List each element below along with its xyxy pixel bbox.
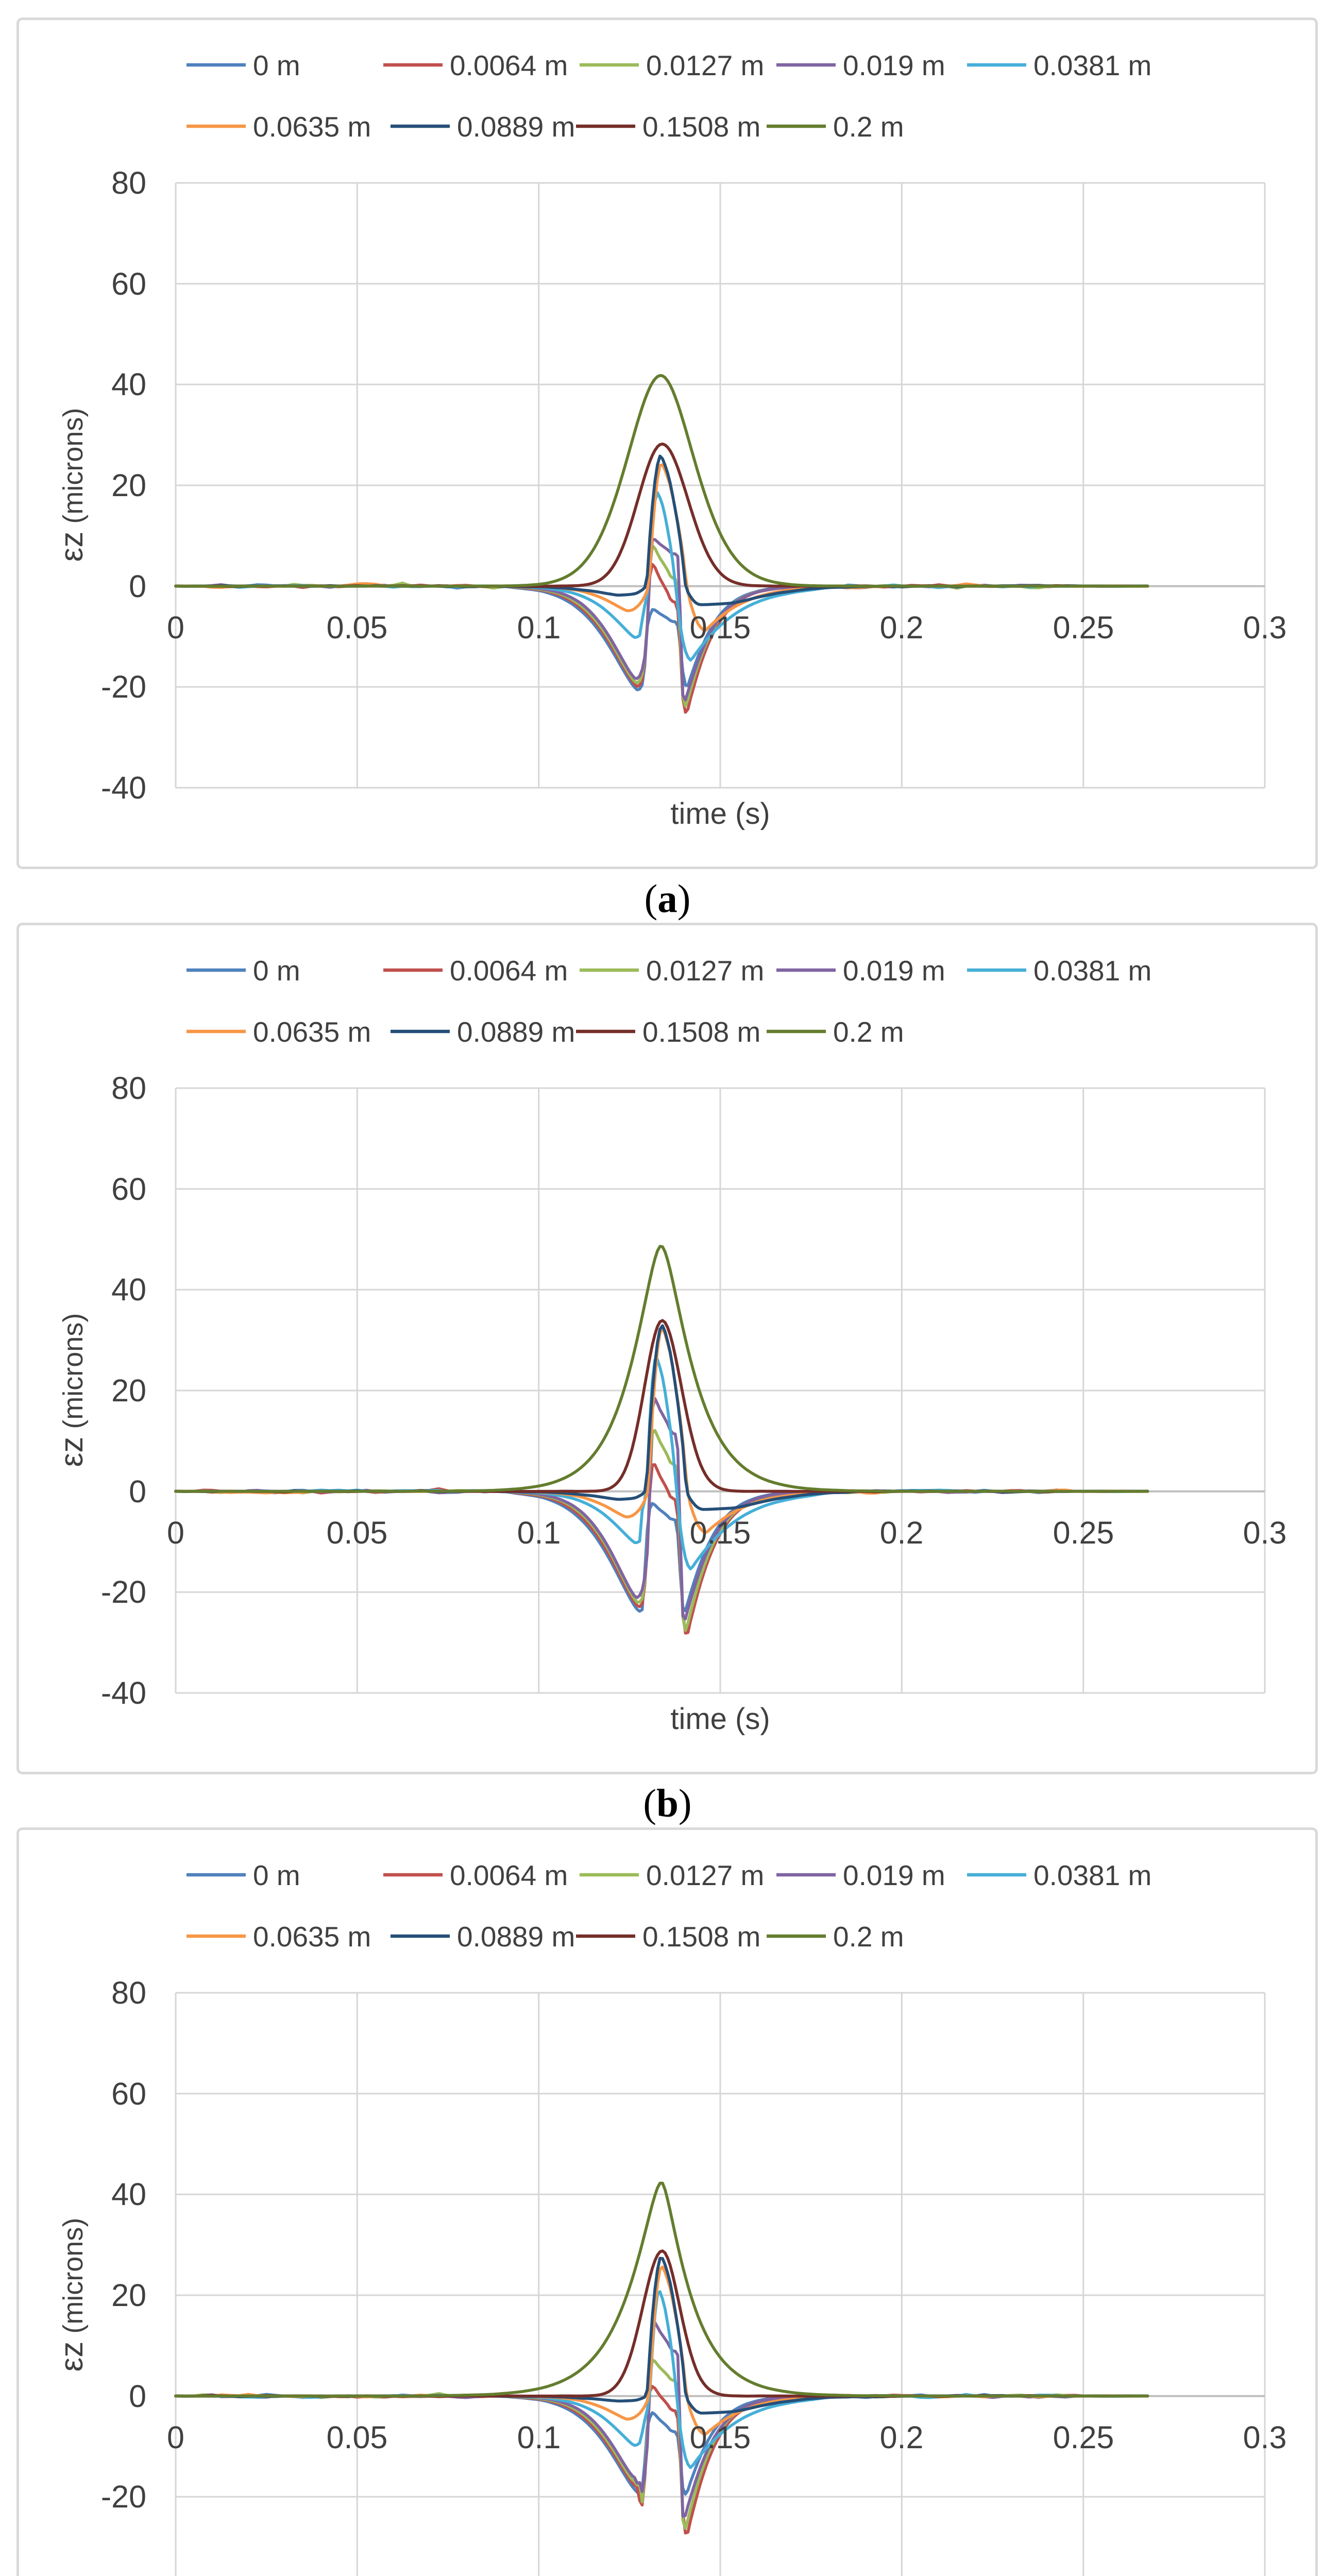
svg-text:80: 80 (111, 165, 146, 200)
svg-text:0 m: 0 m (253, 49, 300, 81)
svg-text:0: 0 (129, 569, 146, 604)
svg-text:-40: -40 (101, 1675, 146, 1710)
svg-text:40: 40 (111, 2177, 146, 2212)
svg-text:60: 60 (111, 1172, 146, 1207)
svg-text:0.1: 0.1 (517, 610, 561, 645)
svg-text:0: 0 (167, 2420, 184, 2455)
svg-text:0 m: 0 m (253, 955, 300, 987)
svg-text:0.2 m: 0.2 m (833, 1016, 904, 1048)
svg-text:0.0127 m: 0.0127 m (646, 955, 764, 987)
svg-text:0.1508 m: 0.1508 m (642, 1921, 760, 1953)
svg-text:0: 0 (129, 2379, 146, 2414)
svg-text:60: 60 (111, 266, 146, 301)
svg-text:0.1: 0.1 (517, 1515, 561, 1550)
svg-text:80: 80 (111, 1975, 146, 2010)
svg-text:40: 40 (111, 367, 146, 402)
svg-text:0.0127 m: 0.0127 m (646, 49, 764, 81)
svg-text:time (s): time (s) (670, 797, 770, 831)
svg-text:0.0889 m: 0.0889 m (457, 1921, 575, 1953)
svg-text:0.019 m: 0.019 m (843, 955, 945, 987)
svg-text:0.0064 m: 0.0064 m (450, 49, 568, 81)
svg-text:0: 0 (167, 1515, 184, 1550)
svg-text:0.019 m: 0.019 m (843, 1859, 945, 1891)
svg-text:60: 60 (111, 2076, 146, 2111)
svg-text:0.0127 m: 0.0127 m (646, 1859, 764, 1891)
svg-text:80: 80 (111, 1071, 146, 1106)
svg-text:0.0889 m: 0.0889 m (457, 111, 575, 143)
svg-text:εz (microns): εz (microns) (54, 1313, 90, 1467)
svg-text:0.2 m: 0.2 m (833, 1921, 904, 1953)
svg-text:0.2 m: 0.2 m (833, 111, 904, 143)
svg-text:20: 20 (111, 468, 146, 503)
svg-text:0.25: 0.25 (1053, 610, 1114, 645)
svg-text:εz (microns): εz (microns) (54, 2218, 90, 2372)
svg-text:0.3: 0.3 (1243, 1515, 1287, 1550)
svg-text:0 m: 0 m (253, 1859, 300, 1891)
svg-text:0.0635 m: 0.0635 m (253, 1016, 371, 1048)
svg-text:0.15: 0.15 (690, 2420, 751, 2455)
svg-text:0.0064 m: 0.0064 m (450, 1859, 568, 1891)
svg-text:0.0064 m: 0.0064 m (450, 955, 568, 987)
svg-text:0.05: 0.05 (327, 1515, 388, 1550)
svg-text:0.0381 m: 0.0381 m (1033, 955, 1151, 987)
svg-text:40: 40 (111, 1272, 146, 1307)
svg-text:0.05: 0.05 (327, 610, 388, 645)
svg-text:0.15: 0.15 (690, 610, 751, 645)
svg-text:0.0635 m: 0.0635 m (253, 111, 371, 143)
svg-text:0.15: 0.15 (690, 1515, 751, 1550)
svg-text:-20: -20 (101, 1574, 146, 1609)
svg-text:20: 20 (111, 2278, 146, 2313)
svg-text:-40: -40 (101, 770, 146, 805)
svg-text:0.0381 m: 0.0381 m (1033, 49, 1151, 81)
svg-text:-20: -20 (101, 2479, 146, 2514)
svg-text:0.1: 0.1 (517, 2420, 561, 2455)
svg-text:time (s): time (s) (670, 1702, 770, 1736)
svg-text:0: 0 (129, 1474, 146, 1509)
svg-text:0.25: 0.25 (1053, 2420, 1114, 2455)
svg-text:0.0635 m: 0.0635 m (253, 1921, 371, 1953)
svg-text:0: 0 (167, 610, 184, 645)
svg-text:0.1508 m: 0.1508 m (642, 111, 760, 143)
svg-text:-20: -20 (101, 669, 146, 704)
svg-text:0.3: 0.3 (1243, 2420, 1287, 2455)
svg-text:0.05: 0.05 (327, 2420, 388, 2455)
svg-text:0.2: 0.2 (880, 610, 924, 645)
svg-text:0.2: 0.2 (880, 1515, 924, 1550)
svg-text:0.3: 0.3 (1243, 610, 1287, 645)
svg-text:0.2: 0.2 (880, 2420, 924, 2455)
svg-text:0.019 m: 0.019 m (843, 49, 945, 81)
svg-text:εz (microns): εz (microns) (54, 408, 90, 562)
svg-text:0.1508 m: 0.1508 m (642, 1016, 760, 1048)
svg-text:0.25: 0.25 (1053, 1515, 1114, 1550)
svg-text:20: 20 (111, 1373, 146, 1408)
svg-text:0.0889 m: 0.0889 m (457, 1016, 575, 1048)
svg-text:0.0381 m: 0.0381 m (1033, 1859, 1151, 1891)
